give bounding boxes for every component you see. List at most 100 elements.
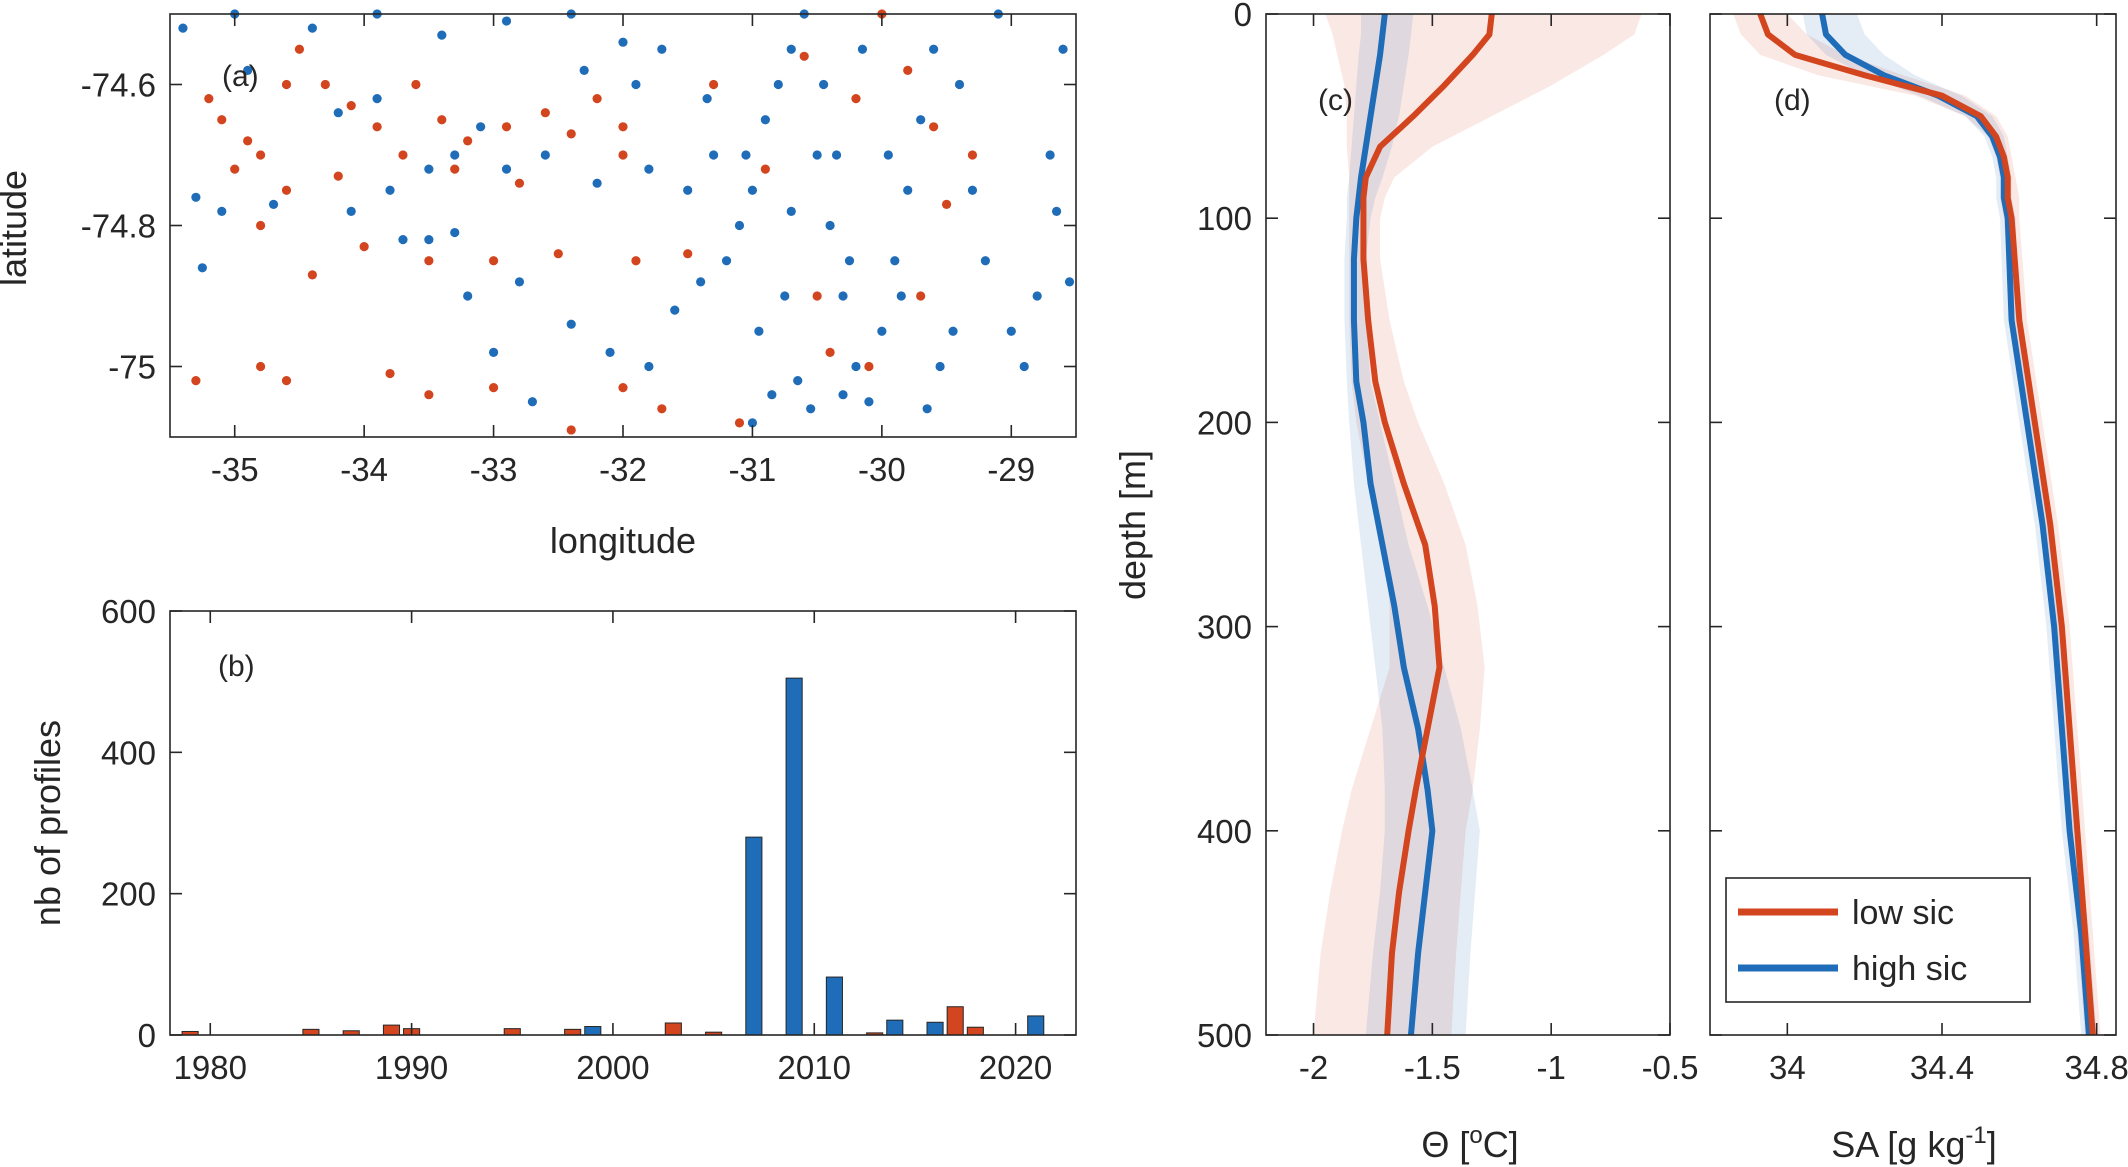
scatter-point: [1019, 361, 1029, 372]
panel-a-label: (a): [222, 60, 259, 93]
panel-d-xlabel: SA [g kg-1]: [1831, 1122, 1996, 1165]
scatter-point: [734, 220, 745, 231]
scatter-point: [618, 383, 628, 393]
scatter-point: [831, 150, 842, 160]
scatter-point: [488, 256, 499, 266]
scatter-point: [980, 256, 991, 266]
scatter-point: [954, 79, 965, 90]
legend-label-high-sic: high sic: [1852, 950, 1967, 988]
scatter-point: [851, 94, 861, 104]
scatter-point: [178, 23, 188, 33]
scatter-point: [437, 30, 447, 40]
scatter-point: [197, 263, 207, 273]
scatter-point: [1058, 44, 1068, 54]
scatter-point: [488, 383, 499, 393]
panel-c-xlabel: Θ [oC]: [1421, 1122, 1518, 1165]
scatter-point: [514, 277, 525, 287]
scatter-point: [631, 79, 641, 90]
bar: [745, 836, 763, 1036]
panel-c-axes: -2 -1.5 -1 -0.5 0 100 200 300 400 500: [1197, 0, 1699, 1086]
scatter-point: [812, 291, 822, 301]
scatter-point: [896, 291, 906, 301]
x-tick-label: 34: [1769, 1049, 1806, 1086]
x-tick-label: -34: [340, 451, 388, 488]
scatter-point: [916, 115, 926, 125]
scatter-point: [540, 108, 550, 118]
scatter-point: [644, 361, 654, 372]
scatter-point: [838, 390, 848, 400]
panel-d-xlabel-prefix: SA [g kg: [1831, 1124, 1965, 1165]
bar: [564, 1028, 582, 1036]
bar: [886, 1019, 904, 1036]
scatter-point: [741, 150, 751, 160]
scatter-point: [217, 115, 227, 125]
y-tick-label: 500: [1197, 1017, 1252, 1054]
panel-c-xlabel-suffix: C]: [1483, 1124, 1519, 1165]
scatter-point: [281, 376, 292, 386]
x-tick-label: 2010: [778, 1049, 851, 1086]
scatter-point: [243, 65, 253, 75]
panel-a-xlabel: longitude: [550, 520, 696, 561]
legend-label-low-sic: low sic: [1852, 894, 1954, 932]
scatter-point: [424, 235, 434, 245]
x-tick-label: 34.8: [2065, 1049, 2128, 1086]
scatter-point: [385, 368, 395, 379]
scatter-point: [929, 44, 939, 54]
panel-b-label: (b): [218, 650, 255, 683]
scatter-point: [709, 79, 719, 90]
panel-d-xlabel-sup: -1: [1965, 1122, 1986, 1149]
x-tick-label: -30: [858, 451, 906, 488]
mean-line: [1350, 13, 1436, 1036]
scatter-point: [721, 256, 732, 266]
spread-band: [1313, 14, 1642, 1035]
scatter-point: [320, 79, 330, 90]
y-tick-label: 0: [1234, 0, 1252, 33]
scatter-point: [799, 51, 809, 61]
scatter-point: [767, 390, 777, 400]
scatter-point: [644, 164, 654, 174]
scatter-point: [696, 277, 706, 287]
scatter-point: [346, 101, 356, 111]
panel-c-label: (c): [1318, 84, 1353, 117]
scatter-point: [806, 404, 816, 414]
scatter-point: [501, 16, 512, 26]
bar: [302, 1028, 320, 1036]
scatter-point: [333, 108, 343, 118]
scatter-point: [579, 65, 589, 75]
scatter-point: [670, 305, 680, 315]
x-tick-label: -1.5: [1404, 1049, 1461, 1086]
panel-d-axes: 34 34.4 34.8: [1710, 13, 2128, 1086]
bar: [966, 1026, 984, 1036]
mean-line: [1757, 12, 2096, 1036]
mean-lines: [1350, 13, 1495, 1036]
scatter-point: [948, 326, 958, 336]
scatter-point: [372, 94, 382, 104]
y-tick-label: 400: [1197, 813, 1252, 850]
scatter-point: [1006, 326, 1016, 336]
scatter-point: [825, 220, 835, 231]
y-tick-label: 0: [138, 1017, 156, 1054]
scatter-point: [566, 319, 576, 329]
scatter-points: [178, 9, 1075, 435]
scatter-point: [734, 418, 745, 428]
scatter-point: [1064, 277, 1075, 287]
scatter-point: [618, 150, 628, 160]
scatter-point: [702, 94, 712, 104]
scatter-point: [929, 122, 939, 132]
x-tick-label: 1980: [174, 1049, 247, 1086]
scatter-point: [760, 164, 770, 174]
scatter-point: [844, 256, 855, 266]
panel-b-ylabel: nb of profiles: [27, 720, 68, 926]
scatter-point: [217, 206, 227, 216]
scatter-point: [514, 178, 525, 188]
scatter-point: [864, 361, 874, 372]
scatter-point: [592, 178, 602, 188]
spread-band: [1802, 14, 2097, 1035]
scatter-point: [256, 150, 266, 160]
y-tick-label: 200: [101, 876, 156, 913]
scatter-point: [780, 291, 790, 301]
scatter-point: [501, 122, 512, 132]
scatter-point: [618, 122, 628, 132]
scatter-point: [424, 390, 434, 400]
scatter-point: [683, 249, 693, 259]
